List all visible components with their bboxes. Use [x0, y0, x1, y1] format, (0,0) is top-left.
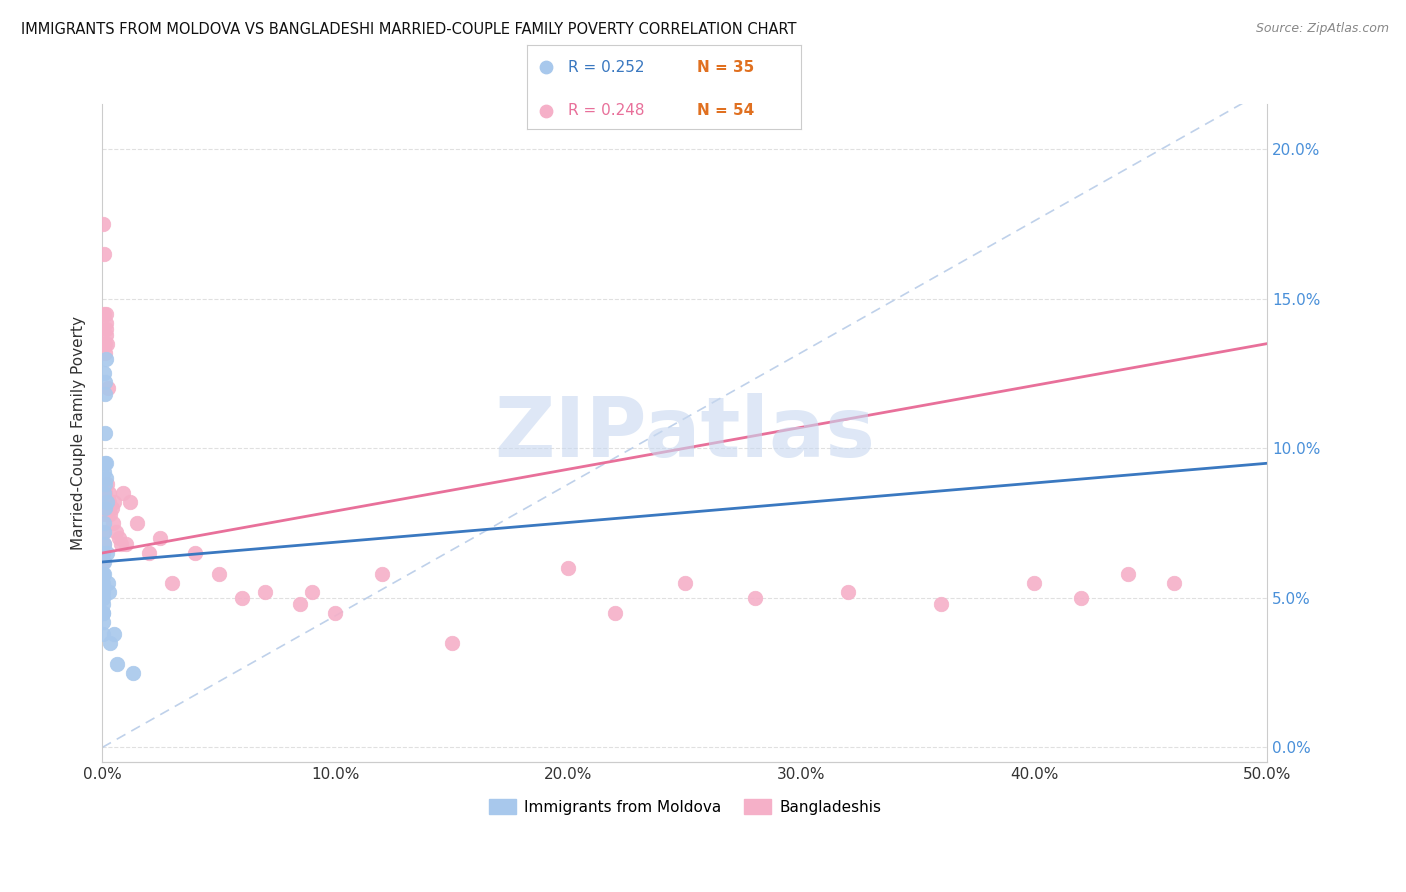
Point — [94, 345, 117, 359]
Point — [94, 351, 117, 366]
Point — [254, 585, 277, 599]
Point — [290, 597, 312, 611]
Point — [96, 327, 118, 342]
Point — [603, 606, 626, 620]
Point — [93, 486, 115, 500]
Point — [557, 561, 579, 575]
Point — [744, 591, 766, 605]
Point — [97, 381, 120, 395]
Text: ZIPatlas: ZIPatlas — [495, 392, 876, 474]
Point — [94, 426, 117, 441]
Point — [91, 627, 114, 641]
Point — [93, 376, 115, 390]
Point — [138, 546, 160, 560]
Point — [91, 546, 114, 560]
Text: N = 54: N = 54 — [697, 103, 755, 119]
Point — [91, 591, 114, 605]
Point — [93, 524, 115, 539]
Point — [94, 495, 117, 509]
Point — [93, 516, 115, 530]
Point — [91, 597, 114, 611]
Text: R = 0.248: R = 0.248 — [568, 103, 645, 119]
Point — [94, 456, 117, 470]
Point — [98, 495, 121, 509]
Point — [93, 546, 115, 560]
Point — [112, 486, 135, 500]
Point — [94, 316, 117, 330]
Point — [93, 477, 115, 491]
Point — [323, 606, 346, 620]
Point — [121, 665, 143, 680]
Point — [91, 566, 114, 581]
Point — [93, 307, 115, 321]
Text: N = 35: N = 35 — [697, 60, 755, 75]
Point — [94, 307, 117, 321]
Point — [93, 606, 115, 620]
Point — [208, 566, 231, 581]
Point — [100, 501, 122, 516]
Point — [114, 537, 136, 551]
Point — [160, 575, 183, 590]
Text: R = 0.252: R = 0.252 — [568, 60, 645, 75]
Point — [93, 537, 115, 551]
Text: IMMIGRANTS FROM MOLDOVA VS BANGLADESHI MARRIED-COUPLE FAMILY POVERTY CORRELATION: IMMIGRANTS FROM MOLDOVA VS BANGLADESHI M… — [21, 22, 797, 37]
Point — [96, 495, 118, 509]
Point — [101, 516, 124, 530]
Point — [98, 507, 121, 521]
Point — [440, 636, 463, 650]
Point — [93, 524, 115, 539]
Point — [93, 247, 115, 261]
Point — [371, 566, 394, 581]
Point — [94, 507, 117, 521]
Point — [929, 597, 952, 611]
Point — [103, 627, 125, 641]
Point — [96, 456, 118, 470]
Point — [94, 387, 117, 401]
Point — [93, 217, 115, 231]
Point — [97, 486, 120, 500]
Point — [91, 585, 114, 599]
Point — [120, 495, 142, 509]
Point — [98, 636, 121, 650]
Point — [107, 531, 129, 545]
Point — [673, 575, 696, 590]
Text: Source: ZipAtlas.com: Source: ZipAtlas.com — [1256, 22, 1389, 36]
Point — [96, 546, 118, 560]
Point — [184, 546, 207, 560]
Point — [91, 615, 114, 629]
Point — [94, 501, 117, 516]
Point — [1163, 575, 1185, 590]
Point — [1116, 566, 1139, 581]
Point — [149, 531, 172, 545]
Point — [103, 495, 125, 509]
Point — [93, 336, 115, 351]
Point — [105, 524, 128, 539]
Point — [93, 555, 115, 569]
Point — [127, 516, 149, 530]
Point — [96, 336, 118, 351]
Point — [93, 465, 115, 479]
Point — [93, 537, 115, 551]
Point — [96, 477, 118, 491]
Point — [94, 486, 117, 500]
Point — [231, 591, 253, 605]
Y-axis label: Married-Couple Family Poverty: Married-Couple Family Poverty — [72, 317, 86, 550]
Point — [93, 367, 115, 381]
Point — [105, 657, 128, 671]
Point — [1024, 575, 1046, 590]
Point — [91, 555, 114, 569]
Point — [91, 606, 114, 620]
Point — [837, 585, 859, 599]
Point — [93, 575, 115, 590]
Legend: Immigrants from Moldova, Bangladeshis: Immigrants from Moldova, Bangladeshis — [482, 792, 887, 821]
Point — [96, 321, 118, 335]
Point — [97, 575, 120, 590]
Point — [93, 566, 115, 581]
Point — [94, 471, 117, 485]
Point — [110, 537, 132, 551]
Point — [301, 585, 323, 599]
Point — [98, 585, 121, 599]
Point — [1070, 591, 1092, 605]
